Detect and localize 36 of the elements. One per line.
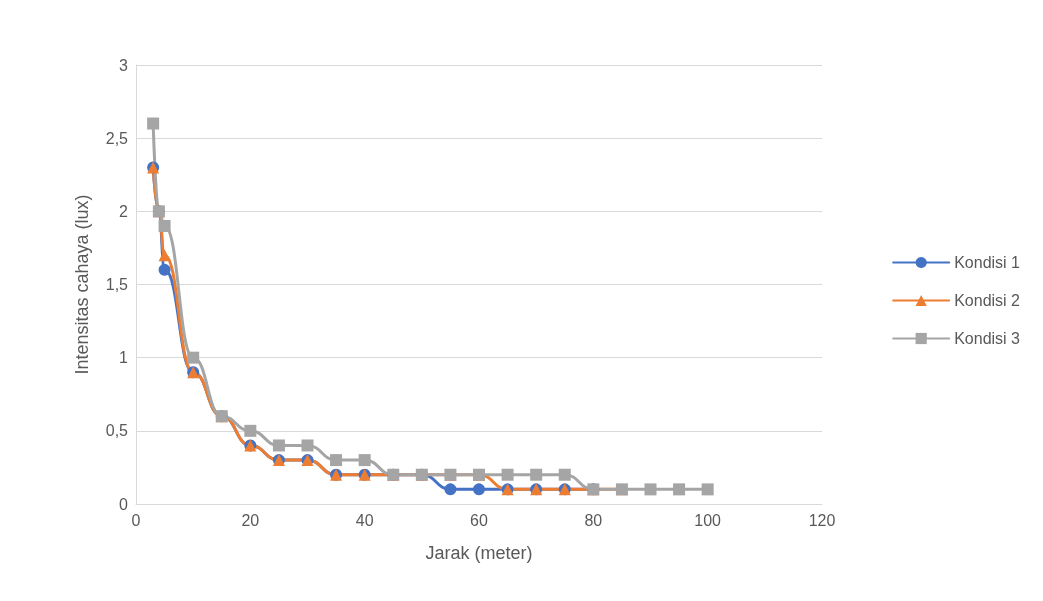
point <box>158 219 171 232</box>
x-tick-label: 120 <box>808 511 836 529</box>
point <box>673 483 686 496</box>
y-tick-label: 0,5 <box>105 422 129 440</box>
x-tick-label: 100 <box>694 511 722 529</box>
x-axis-title: Jarak (meter) <box>425 543 533 563</box>
y-tick-label: 1 <box>119 349 129 367</box>
point <box>301 439 314 452</box>
point <box>158 263 171 276</box>
legend-label: Kondisi 2 <box>954 292 1021 309</box>
x-tick-label: 40 <box>355 511 374 529</box>
x-tick-label: 80 <box>584 511 603 529</box>
point <box>501 468 514 481</box>
point <box>558 468 571 481</box>
point <box>147 117 160 130</box>
x-tick-label: 0 <box>131 511 141 529</box>
point <box>272 439 285 452</box>
y-tick-label: 1,5 <box>105 276 129 293</box>
y-tick-label: 2,5 <box>105 129 129 147</box>
y-tick-label: 0 <box>119 495 129 513</box>
point <box>644 483 657 496</box>
legend-label: Kondisi 3 <box>954 330 1021 347</box>
x-tick-label: 60 <box>470 511 488 529</box>
y-axis-title: Intensitas cahaya (lux) <box>72 194 92 375</box>
point <box>358 454 371 467</box>
point <box>701 483 714 496</box>
point <box>530 468 543 481</box>
legend-label: Kondisi 1 <box>954 254 1021 271</box>
x-tick-label: 20 <box>241 511 260 529</box>
y-tick-label: 3 <box>119 56 129 74</box>
point <box>330 454 343 467</box>
y-tick-label: 2 <box>119 202 129 220</box>
point <box>473 483 485 496</box>
point <box>444 483 457 496</box>
point <box>187 351 200 364</box>
point <box>244 424 257 437</box>
